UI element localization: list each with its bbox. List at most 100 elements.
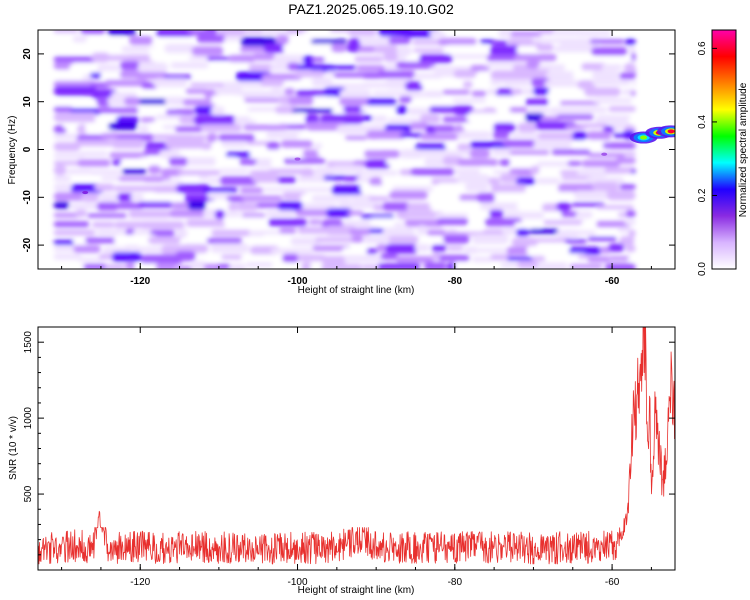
heatmap-cell [454,168,481,174]
heatmap-cell [135,72,169,80]
heatmap-cell [538,168,565,176]
heatmap-cell [282,44,298,51]
heatmap-cell [241,195,283,202]
heatmap-cell [329,30,350,33]
heatmap-cell [193,72,233,81]
heatmap-cell [84,124,114,133]
heatmap-cell [224,211,241,218]
heatmap-cell [111,252,143,262]
heatmap-cell [262,30,294,36]
colorbar-tick-label: 0.2 [697,188,708,202]
heatmap-cell [490,79,503,86]
heatmap-cell [217,30,246,37]
heatmap-cell [537,262,569,269]
heatmap-cell [140,254,183,265]
heatmap-cell [423,158,445,167]
heatmap-cell [350,194,375,202]
heatmap-cell [470,65,490,72]
heatmap-cell [53,45,97,54]
colorbar-gradient [711,29,737,270]
heatmap-cell [284,87,295,96]
heatmap-cell [96,229,126,236]
heatmap-cell [243,30,267,34]
heatmap-cell [210,95,244,104]
heatmap-cell [53,263,87,269]
heatmap-cell [453,150,471,156]
heatmap-cell [444,44,483,55]
heatmap-cell [53,201,70,209]
heatmap-cell [149,53,191,62]
heatmap-cell [544,80,587,87]
heatmap-cell [76,134,108,141]
heatmap-cell [625,38,636,46]
heatmap-cell [268,168,306,175]
heatmap-cell [225,151,256,158]
heatmap-y-tick-label: 20 [22,48,33,60]
heatmap-cell [454,125,465,134]
heatmap-cell [66,168,92,175]
heatmap-cell [338,97,374,106]
heatmap-cell [107,96,129,106]
heatmap-cell [190,82,227,87]
heatmap-hotspots [82,125,675,195]
heatmap-cell [392,186,433,192]
heatmap-cell [545,71,576,81]
heatmap-x-axis-label: Height of straight line (km) [298,285,415,296]
heatmap-cell [476,71,495,80]
heatmap-cell [418,54,453,64]
heatmap-cell [342,247,368,254]
heatmap-cell [344,255,384,263]
heatmap-cell [465,30,497,35]
heatmap-hotspot [601,152,608,156]
heatmap-cell [351,235,364,243]
heatmap-cell [436,182,465,192]
heatmap-cell [619,236,635,246]
heatmap-cell [516,177,536,186]
heatmap-cell [221,140,247,148]
heatmap-cell [471,234,509,245]
heatmap-cell [628,46,636,53]
heatmap-cell [315,237,354,243]
heatmap-cell [581,220,597,226]
heatmap-cell [193,115,236,125]
heatmap-cell [619,183,636,190]
heatmap-cell [489,209,504,218]
heatmap-cell [422,90,443,99]
heatmap-cell [339,89,371,98]
heatmap-cell [155,263,176,269]
heatmap-cell [287,151,307,159]
heatmap-cell [138,30,157,34]
heatmap-cell [564,62,584,73]
heatmap-cell [313,166,335,177]
heatmap-cell [204,30,218,37]
heatmap-cell [138,62,168,73]
heatmap-x-ticks: -120 -100 -80 -60 [61,30,652,287]
heatmap-cell [531,255,546,262]
heatmap-cell [282,253,300,263]
heatmap-cell [304,187,340,192]
heatmap-cell [53,221,90,228]
heatmap-cell [91,52,110,63]
heatmap-cell [241,213,266,219]
heatmap-cell [245,262,273,268]
heatmap-cell [266,114,300,124]
heatmap-cell [292,108,334,113]
heatmap-cell [53,30,79,33]
heatmap-cell [596,220,631,228]
heatmap-cell [270,248,314,254]
heatmap-cell [480,202,523,211]
heatmap-cell [360,105,401,112]
heatmap-cell [171,202,194,209]
heatmap-cell [561,176,592,181]
heatmap-cell [184,194,215,203]
heatmap-cell [190,260,207,269]
heatmap-cell [434,71,459,77]
heatmap-cell [363,150,400,158]
heatmap-cell [571,202,605,207]
heatmap-cell [149,121,167,131]
heatmap-cell [502,227,517,235]
heatmap-cell [419,114,441,124]
heatmap-cell [211,229,252,237]
